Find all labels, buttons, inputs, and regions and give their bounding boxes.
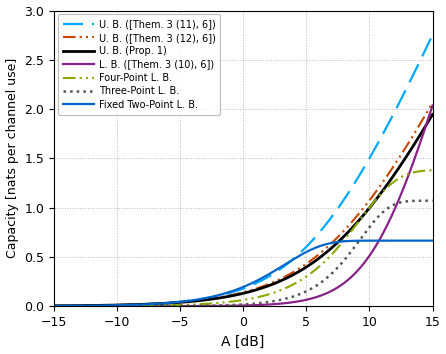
Four-Point L. B. (422, 169, 428, 173)
L. B. ([Them. 3 (10), 6]) (213, 304, 218, 308)
U. B. (Prop. 1) (382, 187, 387, 191)
U. B. ([Them. 3 (12), 6]) (422, 113, 428, 118)
Line: Three-Point L. B.: Three-Point L. B. (54, 201, 433, 306)
L. B. ([Them. 3 (10), 6]) (196, 304, 202, 308)
U. B. ([Them. 3 (12), 6]) (382, 178, 387, 182)
U. B. (Prop. 1) (95, 303, 100, 308)
Legend: U. B. ([Them. 3 (11), 6]), U. B. ([Them. 3 (12), 6]), U. B. (Prop. 1), L. B. ([T: U. B. ([Them. 3 (11), 6]), U. B. ([Them.… (58, 15, 220, 115)
U. B. ([Them. 3 (12), 6]) (196, 298, 202, 302)
Line: Fixed Two-Point L. B.: Fixed Two-Point L. B. (54, 241, 433, 306)
Three-Point L. B. (117, 304, 122, 308)
Fixed Two-Point L. B. (51, 304, 57, 308)
Four-Point L. B. (382, 188, 387, 193)
Three-Point L. B. (213, 303, 218, 308)
L. B. ([Them. 3 (10), 6]) (51, 304, 57, 308)
U. B. ([Them. 3 (11), 6]) (196, 297, 202, 302)
Line: U. B. (Prop. 1): U. B. (Prop. 1) (54, 114, 433, 306)
U. B. ([Them. 3 (11), 6]) (382, 129, 387, 133)
U. B. (Prop. 1) (51, 304, 57, 308)
Four-Point L. B. (430, 168, 435, 172)
Four-Point L. B. (51, 304, 57, 308)
Three-Point L. B. (51, 304, 57, 308)
X-axis label: A [dB]: A [dB] (222, 335, 265, 348)
L. B. ([Them. 3 (10), 6]) (117, 304, 122, 308)
Fixed Two-Point L. B. (382, 239, 387, 243)
Fixed Two-Point L. B. (422, 239, 428, 243)
U. B. (Prop. 1) (430, 112, 435, 116)
Y-axis label: Capacity [nats per channel use]: Capacity [nats per channel use] (5, 58, 19, 258)
U. B. ([Them. 3 (11), 6]) (51, 304, 57, 308)
Three-Point L. B. (422, 199, 428, 203)
Four-Point L. B. (117, 304, 122, 308)
Line: U. B. ([Them. 3 (12), 6]): U. B. ([Them. 3 (12), 6]) (54, 103, 433, 306)
Fixed Two-Point L. B. (95, 303, 100, 308)
U. B. ([Them. 3 (12), 6]) (430, 101, 435, 105)
Fixed Two-Point L. B. (117, 303, 122, 307)
L. B. ([Them. 3 (10), 6]) (382, 229, 387, 233)
U. B. ([Them. 3 (12), 6]) (213, 296, 218, 300)
Four-Point L. B. (196, 302, 202, 306)
U. B. ([Them. 3 (12), 6]) (117, 303, 122, 307)
L. B. ([Them. 3 (10), 6]) (95, 304, 100, 308)
U. B. ([Them. 3 (12), 6]) (95, 303, 100, 308)
Four-Point L. B. (213, 301, 218, 305)
Line: Four-Point L. B.: Four-Point L. B. (54, 170, 433, 306)
U. B. ([Them. 3 (12), 6]) (51, 304, 57, 308)
Fixed Two-Point L. B. (430, 239, 435, 243)
Three-Point L. B. (382, 209, 387, 213)
U. B. ([Them. 3 (11), 6]) (117, 303, 122, 307)
U. B. ([Them. 3 (11), 6]) (422, 48, 428, 53)
Four-Point L. B. (95, 304, 100, 308)
Line: U. B. ([Them. 3 (11), 6]): U. B. ([Them. 3 (11), 6]) (54, 35, 433, 306)
Fixed Two-Point L. B. (196, 297, 202, 301)
U. B. ([Them. 3 (11), 6]) (213, 294, 218, 298)
L. B. ([Them. 3 (10), 6]) (422, 126, 428, 131)
U. B. (Prop. 1) (422, 125, 428, 129)
U. B. ([Them. 3 (11), 6]) (430, 33, 435, 37)
Three-Point L. B. (95, 304, 100, 308)
L. B. ([Them. 3 (10), 6]) (430, 103, 435, 108)
U. B. (Prop. 1) (196, 298, 202, 303)
Three-Point L. B. (196, 304, 202, 308)
Fixed Two-Point L. B. (423, 239, 428, 243)
Fixed Two-Point L. B. (213, 294, 218, 298)
U. B. (Prop. 1) (117, 303, 122, 307)
U. B. ([Them. 3 (11), 6]) (95, 303, 100, 308)
Three-Point L. B. (430, 199, 435, 203)
Line: L. B. ([Them. 3 (10), 6]): L. B. ([Them. 3 (10), 6]) (54, 105, 433, 306)
U. B. (Prop. 1) (213, 296, 218, 301)
